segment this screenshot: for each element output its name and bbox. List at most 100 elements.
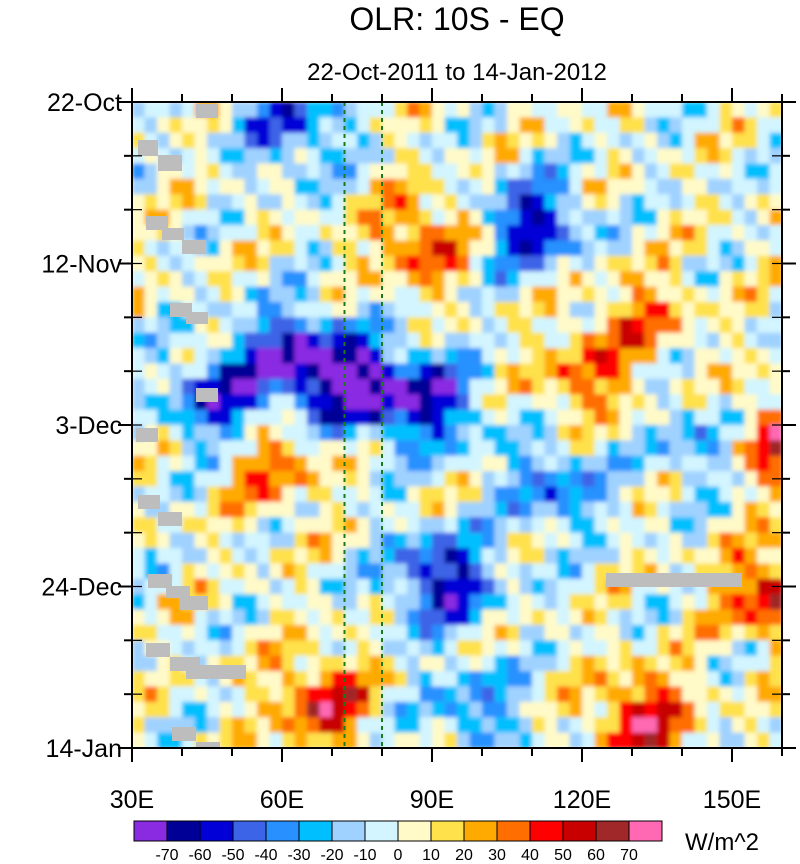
- heatmap-cell: [732, 717, 746, 734]
- heatmap-cell: [282, 548, 296, 565]
- heatmap-cell: [519, 425, 533, 441]
- missing-data-patch: [186, 665, 246, 679]
- heatmap-cell: [282, 132, 296, 149]
- heatmap-cell: [507, 102, 521, 118]
- heatmap-cell: [457, 640, 471, 657]
- heatmap-cell: [394, 686, 408, 703]
- heatmap-cell: [657, 332, 671, 349]
- heatmap-cell: [144, 455, 158, 472]
- heatmap-cell: [169, 563, 183, 580]
- heatmap-cell: [257, 655, 271, 672]
- heatmap-cell: [544, 286, 558, 303]
- heatmap-cell: [144, 517, 158, 534]
- heatmap-cell: [644, 440, 658, 457]
- heatmap-cell: [757, 732, 771, 748]
- heatmap-cell: [682, 225, 696, 242]
- heatmap-cell: [544, 363, 558, 380]
- heatmap-cell: [682, 624, 696, 641]
- heatmap-cell: [332, 378, 346, 395]
- heatmap-cell: [132, 301, 146, 318]
- heatmap-cell: [557, 532, 571, 549]
- heatmap-cell: [307, 286, 321, 303]
- heatmap-cell: [219, 701, 233, 718]
- missing-data-patch: [146, 643, 170, 657]
- heatmap-cell: [269, 194, 283, 211]
- heatmap-cell: [569, 409, 583, 426]
- heatmap-cell: [719, 671, 733, 688]
- heatmap-cell: [569, 163, 583, 180]
- heatmap-cell: [482, 609, 496, 626]
- heatmap-cell: [232, 578, 246, 595]
- heatmap-cell: [444, 332, 458, 349]
- heatmap-cell: [532, 225, 546, 242]
- heatmap-cell: [294, 501, 308, 518]
- heatmap-cell: [457, 240, 471, 257]
- heatmap-cell: [507, 348, 521, 365]
- heatmap-cell: [307, 209, 321, 226]
- heatmap-cell: [557, 348, 571, 365]
- heatmap-cell: [407, 732, 421, 748]
- colorbar-swatch: [397, 820, 432, 842]
- heatmap-cell: [582, 624, 596, 641]
- heatmap-cell: [694, 286, 708, 303]
- heatmap-cell: [619, 471, 633, 488]
- heatmap-cell: [469, 717, 483, 734]
- heatmap-cell: [507, 624, 521, 641]
- heatmap-cell: [219, 255, 233, 272]
- heatmap-cell: [732, 532, 746, 549]
- heatmap-cell: [132, 640, 146, 657]
- heatmap-cell: [594, 717, 608, 734]
- heatmap-cell: [432, 348, 446, 365]
- heatmap-cell: [532, 178, 546, 195]
- heatmap-cell: [757, 517, 771, 534]
- heatmap-cell: [319, 425, 333, 441]
- heatmap-cell: [719, 455, 733, 472]
- heatmap-cell: [444, 240, 458, 257]
- heatmap-cell: [282, 225, 296, 242]
- heatmap-cell: [307, 317, 321, 334]
- heatmap-cell: [294, 640, 308, 657]
- heatmap-cell: [282, 317, 296, 334]
- heatmap-cell: [207, 471, 221, 488]
- heatmap-cell: [282, 732, 296, 748]
- heatmap-cell: [582, 594, 596, 611]
- heatmap-cell: [319, 532, 333, 549]
- heatmap-cell: [544, 132, 558, 149]
- heatmap-cell: [769, 102, 782, 118]
- heatmap-cell: [407, 686, 421, 703]
- heatmap-cell: [207, 301, 221, 318]
- heatmap-cell: [244, 455, 258, 472]
- heatmap-cell: [557, 640, 571, 657]
- heatmap-cell: [407, 609, 421, 626]
- heatmap-cell: [682, 117, 696, 134]
- heatmap-cell: [332, 301, 346, 318]
- heatmap-cell: [282, 425, 296, 441]
- heatmap-cell: [607, 317, 621, 334]
- heatmap-cell: [407, 102, 421, 118]
- heatmap-cell: [507, 455, 521, 472]
- heatmap-cell: [607, 117, 621, 134]
- heatmap-cell: [207, 240, 221, 257]
- heatmap-cell: [319, 332, 333, 349]
- heatmap-cell: [694, 225, 708, 242]
- heatmap-cell: [694, 640, 708, 657]
- heatmap-cell: [244, 332, 258, 349]
- heatmap-cell: [644, 409, 658, 426]
- heatmap-cell: [569, 517, 583, 534]
- heatmap-cell: [619, 132, 633, 149]
- heatmap-cell: [244, 363, 258, 380]
- heatmap-cell: [344, 271, 358, 288]
- heatmap-cell: [582, 117, 596, 134]
- heatmap-cell: [469, 178, 483, 195]
- heatmap-cell: [744, 609, 758, 626]
- heatmap-cell: [132, 671, 146, 688]
- heatmap-cell: [732, 609, 746, 626]
- heatmap-cell: [719, 271, 733, 288]
- heatmap-cell: [594, 471, 608, 488]
- heatmap-cell: [532, 532, 546, 549]
- heatmap-cell: [494, 409, 508, 426]
- heatmap-cell: [519, 102, 533, 118]
- heatmap-cell: [369, 717, 383, 734]
- heatmap-cell: [357, 132, 371, 149]
- heatmap-cell: [294, 117, 308, 134]
